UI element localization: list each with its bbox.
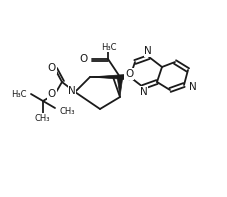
Text: O: O — [48, 89, 56, 99]
Polygon shape — [90, 74, 130, 80]
Text: O: O — [125, 69, 133, 79]
Text: CH₃: CH₃ — [34, 113, 50, 123]
Text: N: N — [144, 46, 152, 56]
Text: H₃C: H₃C — [101, 43, 117, 51]
Text: O: O — [80, 54, 88, 64]
Text: N: N — [68, 86, 76, 96]
Polygon shape — [117, 77, 123, 97]
Text: CH₃: CH₃ — [60, 107, 76, 115]
Text: N: N — [140, 87, 148, 97]
Text: O: O — [48, 63, 56, 73]
Text: H₃C: H₃C — [12, 89, 27, 98]
Text: N: N — [189, 82, 197, 92]
